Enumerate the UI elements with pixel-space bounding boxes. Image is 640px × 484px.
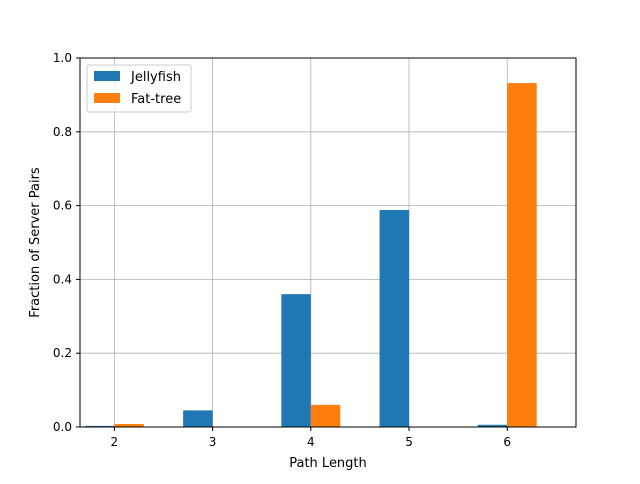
bars <box>84 83 537 427</box>
bar-fat-tree-6 <box>507 83 537 427</box>
y-tick-label-0.8: 0.8 <box>53 125 72 139</box>
y-tick-label-0.0: 0.0 <box>53 420 72 434</box>
bar-fat-tree-2 <box>114 424 144 427</box>
y-axis-label: Fraction of Server Pairs <box>28 167 43 318</box>
x-tick-label-3: 3 <box>209 435 217 449</box>
legend-swatch-jellyfish <box>94 71 120 81</box>
legend-label-jellyfish: Jellyfish <box>130 70 181 85</box>
bar-jellyfish-2 <box>84 425 115 427</box>
legend: Jellyfish Fat-tree <box>86 64 192 113</box>
bar-fat-tree-4 <box>310 404 341 427</box>
bar-jellyfish-3 <box>183 410 213 427</box>
y-tick-label-1.0: 1.0 <box>53 51 72 65</box>
x-tick-label-5: 5 <box>405 435 413 449</box>
y-tick-label-0.2: 0.2 <box>53 346 72 360</box>
x-tick-label-2: 2 <box>111 435 119 449</box>
ticks: 2 3 4 5 6 0.0 0.2 0.4 0.6 0.8 1.0 <box>53 51 511 449</box>
bar-jellyfish-5 <box>379 210 410 427</box>
bar-jellyfish-4 <box>281 294 311 427</box>
x-tick-label-4: 4 <box>307 435 315 449</box>
y-tick-label-0.4: 0.4 <box>53 272 72 286</box>
x-axis-label: Path Length <box>289 456 367 471</box>
x-tick-label-6: 6 <box>503 435 511 449</box>
legend-swatch-fat-tree <box>94 93 120 103</box>
bar-jellyfish-6 <box>477 424 508 427</box>
y-tick-label-0.6: 0.6 <box>53 199 72 213</box>
plot-frame <box>79 57 577 428</box>
legend-label-fat-tree: Fat-tree <box>131 92 181 107</box>
